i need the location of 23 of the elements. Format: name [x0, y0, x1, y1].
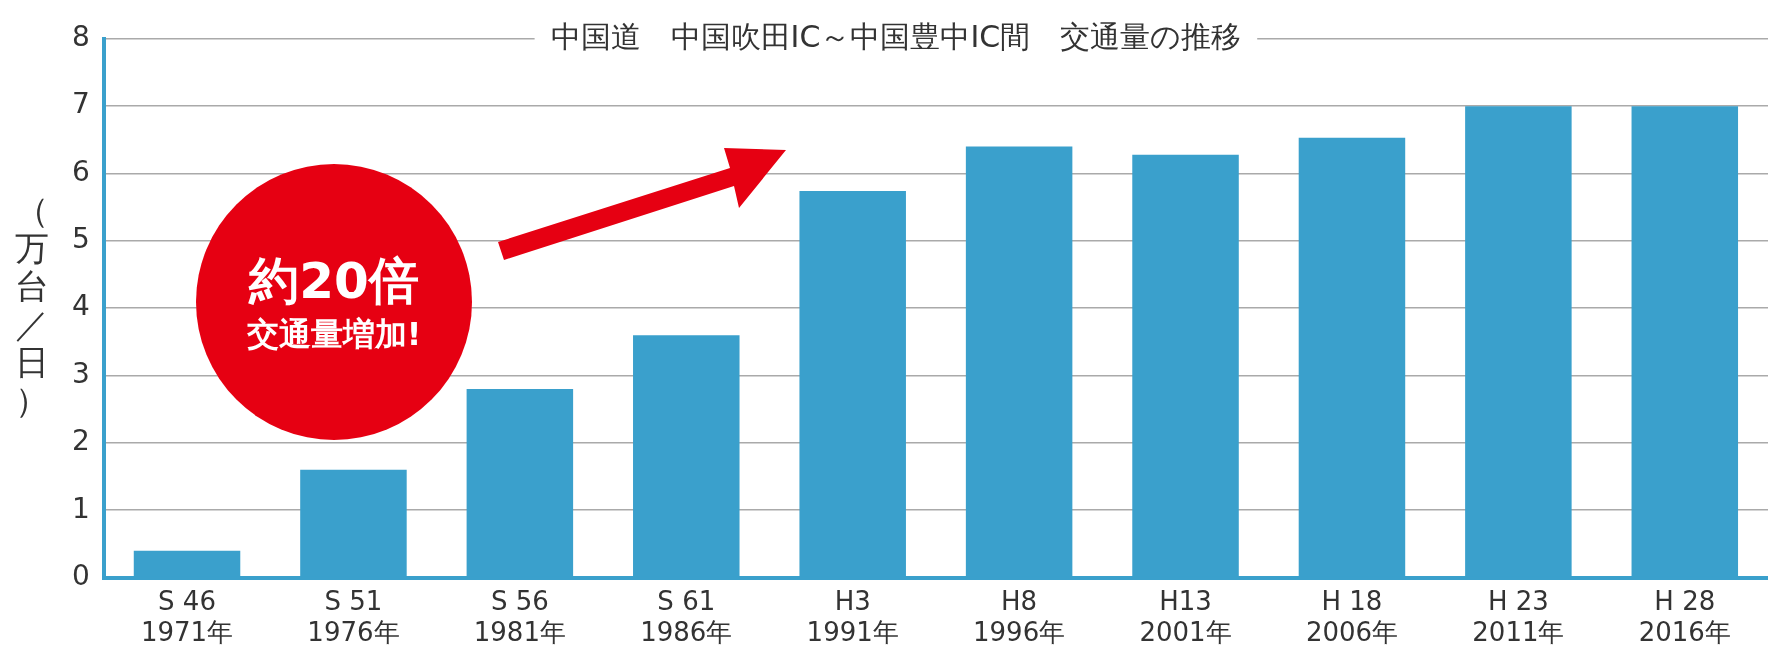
x-tick-label: H8 1996年 — [973, 585, 1066, 648]
chart-title: 中国道 中国吹田IC～中国豊中IC間 交通量の推移 — [550, 18, 1242, 54]
x-tick-label: H 23 2011年 — [1472, 585, 1565, 648]
y-tick-label: 5 — [71, 222, 90, 256]
x-tick-label: S 51 1976年 — [307, 585, 400, 648]
y-tick-label: 1 — [71, 491, 90, 525]
annotation: 約20倍 — [249, 250, 419, 312]
y-tick-label: 4 — [71, 289, 90, 323]
y-tick-label: 8 — [71, 20, 90, 54]
y-tick-label: 2 — [71, 424, 90, 458]
x-tick-label: H3 1991年 — [806, 585, 899, 648]
y-tick-label: 7 — [71, 87, 90, 121]
x-tick-label: S 61 1986年 — [640, 585, 733, 648]
y-tick-label: 3 — [71, 356, 90, 390]
y-tick-label: 6 — [71, 154, 90, 188]
x-tick-label: S 46 1971年 — [140, 585, 234, 648]
y-tick-label: 0 — [71, 558, 90, 592]
x-tick-label: H13 2001年 — [1139, 585, 1232, 648]
x-tick-label: S 56 1981年 — [473, 585, 566, 648]
x-tick-label: H 28 2016年 — [1638, 585, 1731, 648]
x-tick-label: H 18 2006年 — [1305, 585, 1399, 648]
y-axis-title: （万台／日） — [15, 190, 49, 421]
annotation: 交通量増加! — [246, 313, 422, 355]
